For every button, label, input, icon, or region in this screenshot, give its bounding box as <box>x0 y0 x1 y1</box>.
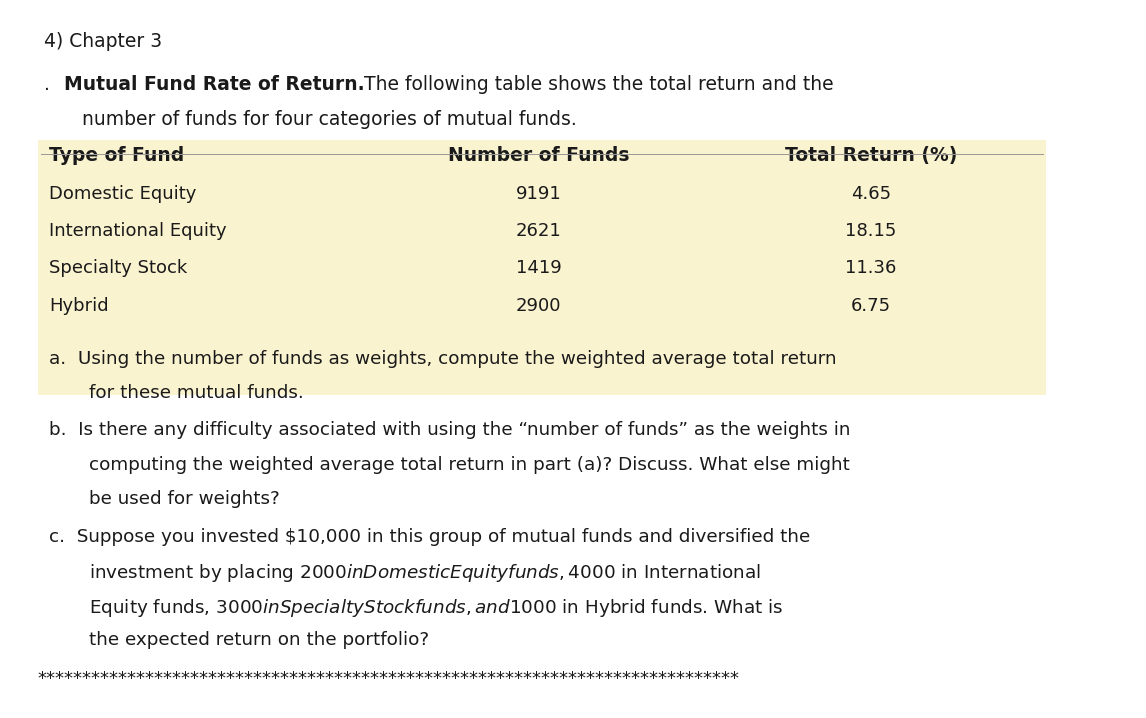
Text: 9191: 9191 <box>516 185 562 202</box>
Text: 2900: 2900 <box>516 297 562 314</box>
Text: 4) Chapter 3: 4) Chapter 3 <box>44 32 162 51</box>
Text: 2621: 2621 <box>516 222 562 240</box>
Text: Hybrid: Hybrid <box>49 297 109 314</box>
Text: a.  Using the number of funds as weights, compute the weighted average total ret: a. Using the number of funds as weights,… <box>49 350 837 368</box>
Text: computing the weighted average total return in part (a)? Discuss. What else migh: computing the weighted average total ret… <box>89 456 850 474</box>
Text: Number of Funds: Number of Funds <box>448 146 629 164</box>
Text: be used for weights?: be used for weights? <box>89 490 280 508</box>
Text: Specialty Stock: Specialty Stock <box>49 259 188 277</box>
Text: International Equity: International Equity <box>49 222 227 240</box>
Text: 11.36: 11.36 <box>846 259 896 277</box>
FancyBboxPatch shape <box>38 140 1046 395</box>
Text: investment by placing $2000 in Domestic Equity funds, $4000 in International: investment by placing $2000 in Domestic … <box>89 562 761 584</box>
Text: for these mutual funds.: for these mutual funds. <box>89 384 304 402</box>
Text: c.  Suppose you invested $10,000 in this group of mutual funds and diversified t: c. Suppose you invested $10,000 in this … <box>49 528 810 546</box>
Text: 18.15: 18.15 <box>846 222 896 240</box>
Text: the expected return on the portfolio?: the expected return on the portfolio? <box>89 631 430 649</box>
Text: 1419: 1419 <box>516 259 562 277</box>
Text: Type of Fund: Type of Fund <box>49 146 185 164</box>
Text: Total Return (%): Total Return (%) <box>785 146 957 164</box>
Text: ******************************************************************************: ****************************************… <box>38 670 740 688</box>
Text: 6.75: 6.75 <box>850 297 892 314</box>
Text: The following table shows the total return and the: The following table shows the total retu… <box>352 75 833 94</box>
Text: number of funds for four categories of mutual funds.: number of funds for four categories of m… <box>64 110 576 129</box>
Text: Mutual Fund Rate of Return.: Mutual Fund Rate of Return. <box>64 75 364 94</box>
Text: b.  Is there any difficulty associated with using the “number of funds” as the w: b. Is there any difficulty associated wi… <box>49 421 850 439</box>
Text: .: . <box>44 75 55 94</box>
Text: Domestic Equity: Domestic Equity <box>49 185 197 202</box>
Text: Equity funds, $3000 in Specialty Stock funds, and $1000 in Hybrid funds. What is: Equity funds, $3000 in Specialty Stock f… <box>89 597 784 619</box>
Text: 4.65: 4.65 <box>850 185 892 202</box>
